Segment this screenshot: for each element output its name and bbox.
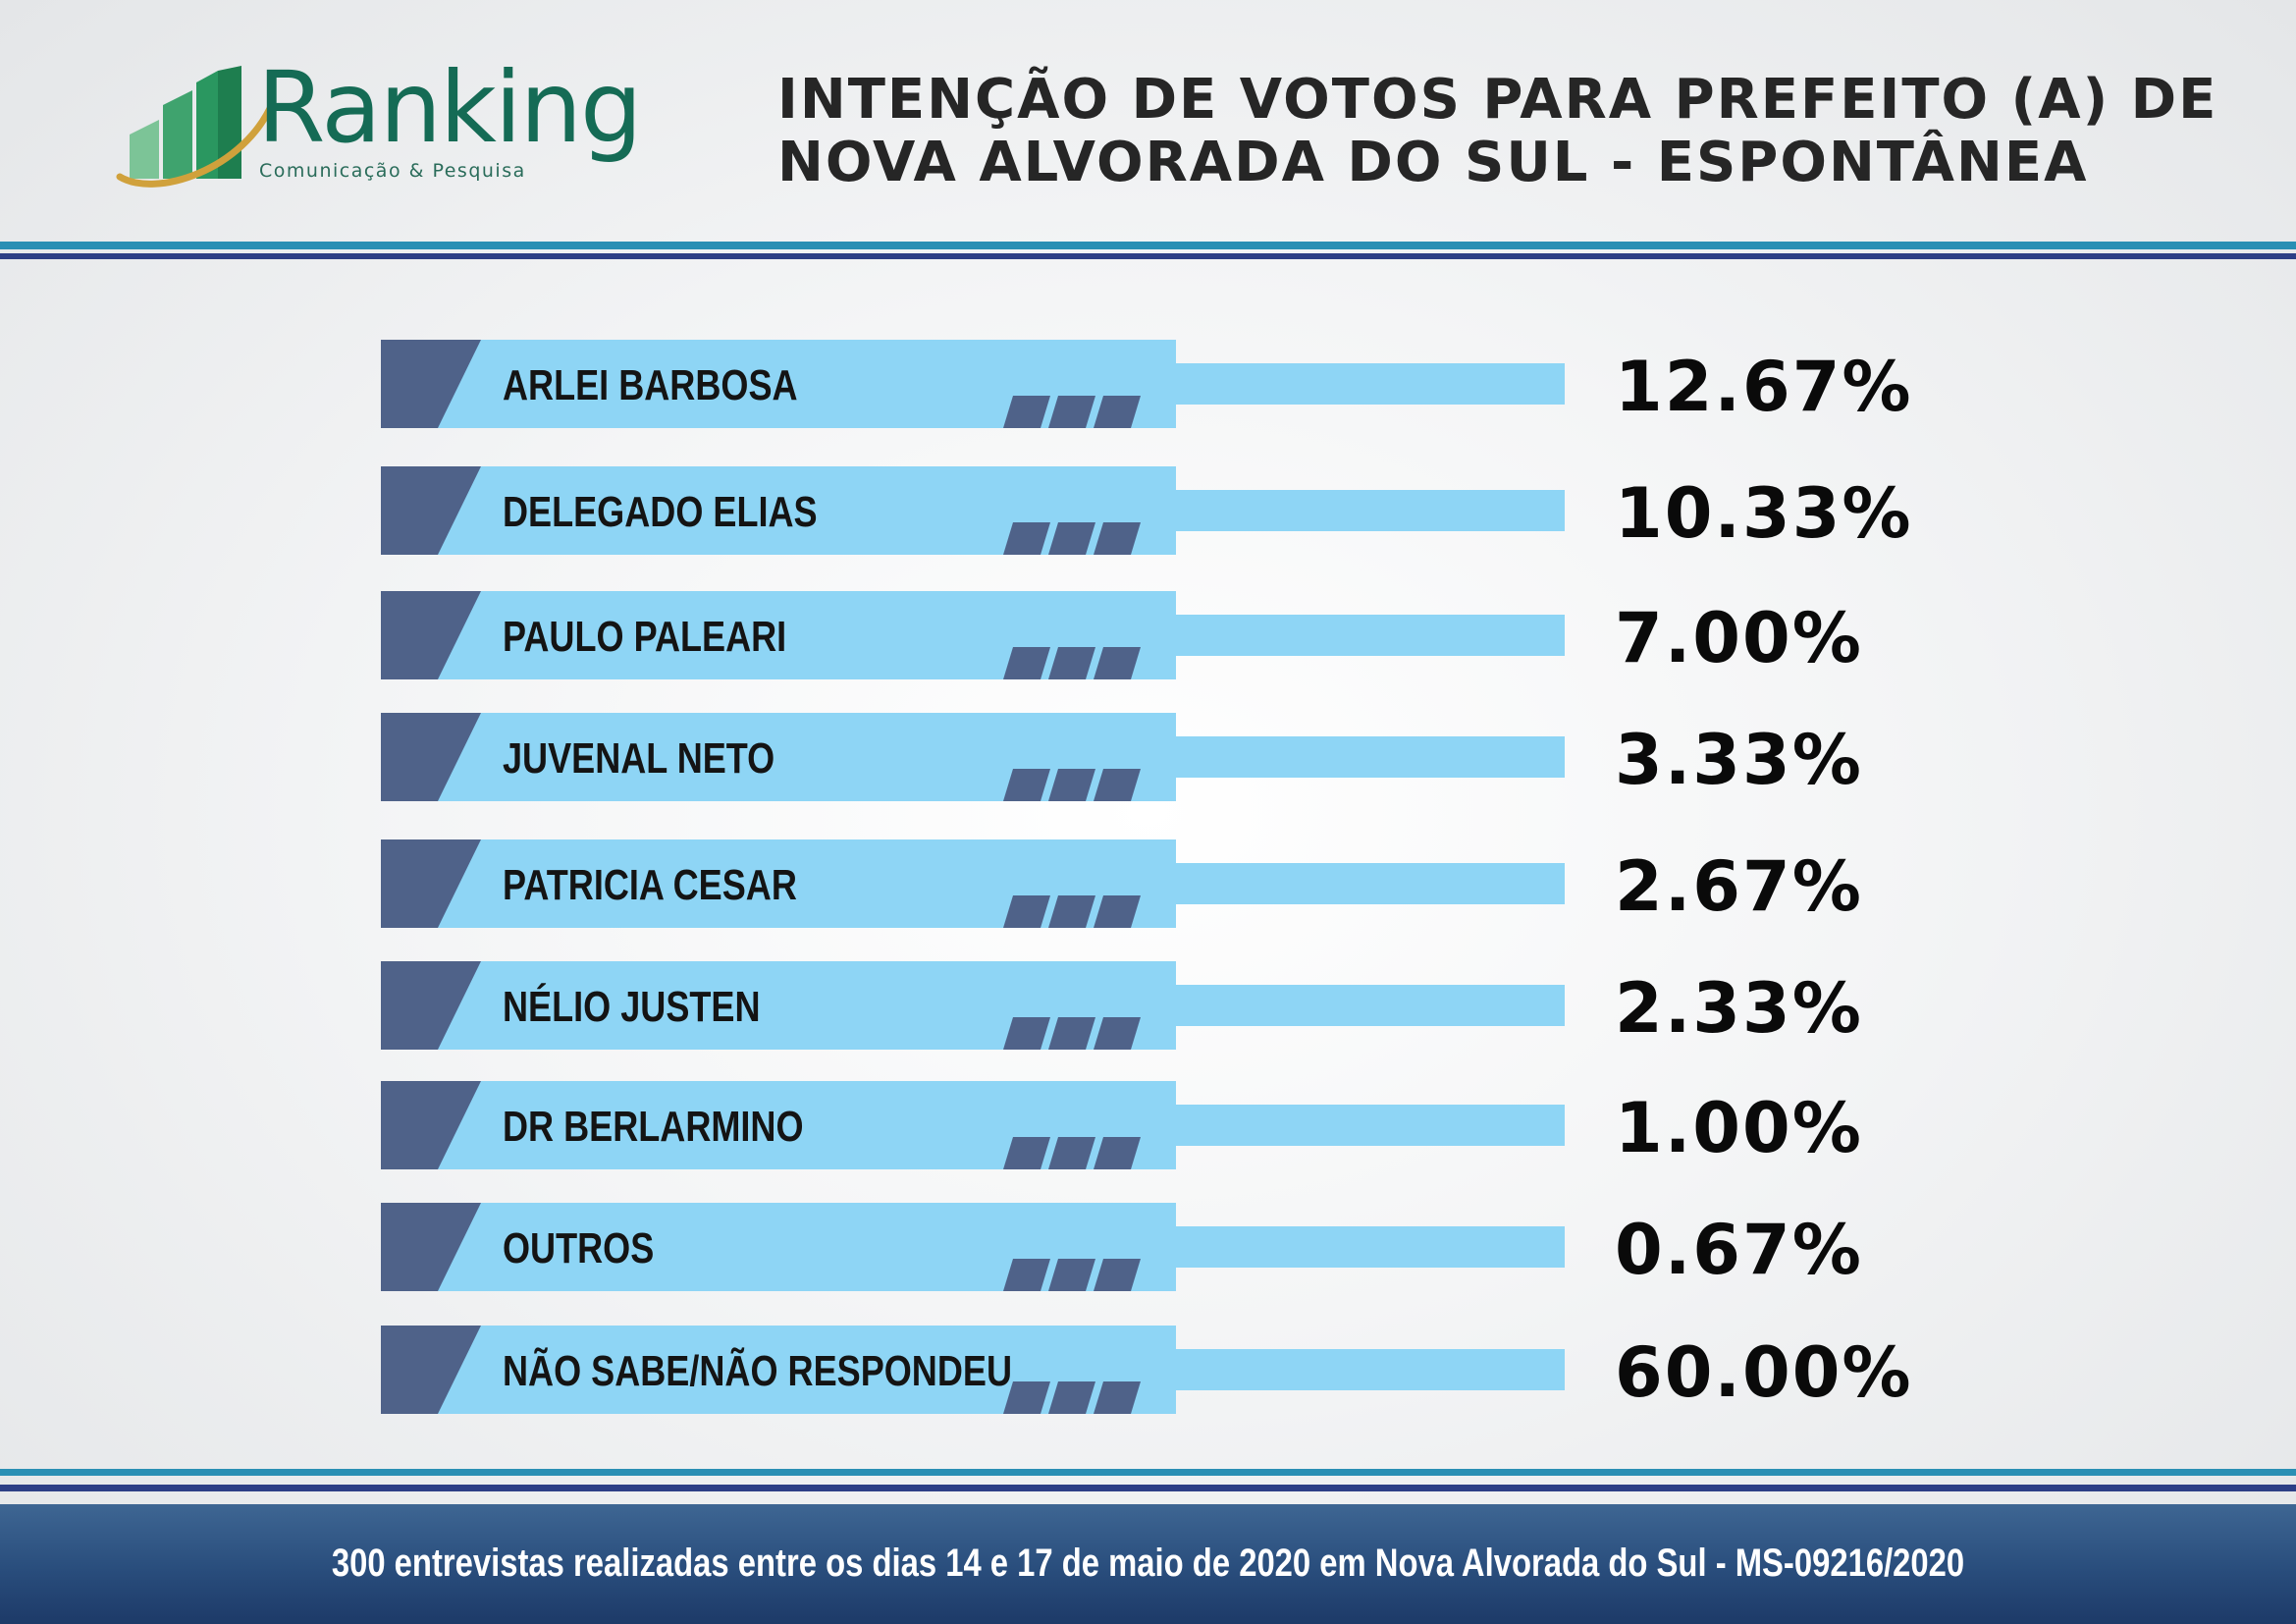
row-stripe-icon	[1003, 522, 1050, 555]
chart-row: PAULO PALEARI 7.00%	[381, 591, 1863, 679]
candidate-label: NÉLIO JUSTEN	[503, 983, 761, 1031]
chart-row: PATRICIA CESAR 2.67%	[381, 839, 1863, 928]
row-stripe-icon	[1094, 895, 1141, 928]
row-bar-extension	[1174, 1226, 1565, 1268]
value-label: 60.00%	[1615, 1332, 1913, 1413]
candidate-label: ARLEI BARBOSA	[503, 361, 798, 409]
top-separator-navy	[0, 253, 2296, 259]
value-label: 0.67%	[1615, 1210, 1863, 1290]
row-stripe-icon	[1003, 1259, 1050, 1291]
row-stripe-icon	[1094, 1137, 1141, 1169]
bottom-separator-navy	[0, 1485, 2296, 1491]
chart-row: NÉLIO JUSTEN 2.33%	[381, 961, 1863, 1050]
row-stripe-icon	[1048, 1381, 1095, 1414]
row-stripe-icon	[1003, 895, 1050, 928]
chart-row: OUTROS 0.67%	[381, 1203, 1863, 1291]
row-bar-extension	[1174, 490, 1565, 531]
row-stripe-icon	[1003, 1137, 1050, 1169]
logo-tagline: Comunicação & Pesquisa	[259, 160, 526, 182]
row-stripe-icon	[1048, 769, 1095, 801]
row-stripe-icon	[1048, 522, 1095, 555]
row-tab-icon	[381, 961, 481, 1050]
row-stripe-icon	[1048, 1137, 1095, 1169]
row-bar-extension	[1174, 615, 1565, 656]
row-bar-extension	[1174, 736, 1565, 778]
row-bar-extension	[1174, 363, 1565, 405]
candidate-label: DR BERLARMINO	[503, 1103, 804, 1151]
row-stripe-icon	[1094, 1259, 1141, 1291]
bottom-separator-teal	[0, 1469, 2296, 1476]
value-label: 7.00%	[1615, 598, 1863, 678]
row-stripe-icon	[1048, 895, 1095, 928]
row-stripe-icon	[1003, 1017, 1050, 1050]
row-stripe-icon	[1094, 1017, 1141, 1050]
row-tab-icon	[381, 466, 481, 555]
value-label: 12.67%	[1615, 347, 1913, 427]
value-label: 10.33%	[1615, 473, 1913, 554]
row-bar-extension	[1174, 1105, 1565, 1146]
footer-note: 300 entrevistas realizadas entre os dias…	[331, 1542, 1965, 1585]
row-stripe-icon	[1048, 1259, 1095, 1291]
row-stripe-icon	[1094, 769, 1141, 801]
row-tab-icon	[381, 1203, 481, 1291]
footer-band	[0, 1504, 2296, 1624]
chart-row: JUVENAL NETO 3.33%	[381, 713, 1863, 801]
row-tab-icon	[381, 1081, 481, 1169]
page-title: INTENÇÃO DE VOTOS PARA PREFEITO (A) DE N…	[777, 68, 2218, 194]
row-stripe-icon	[1003, 769, 1050, 801]
row-stripe-icon	[1003, 647, 1050, 679]
row-stripe-icon	[1003, 1381, 1050, 1414]
top-separator-teal	[0, 242, 2296, 249]
value-label: 2.33%	[1615, 968, 1863, 1049]
row-stripe-icon	[1094, 396, 1141, 428]
chart-row: ARLEI BARBOSA 12.67%	[381, 340, 1913, 428]
row-bar-extension	[1174, 863, 1565, 904]
value-label: 3.33%	[1615, 720, 1863, 800]
chart-row: DR BERLARMINO 1.00%	[381, 1081, 1863, 1169]
logo-name: Ranking	[257, 50, 642, 165]
row-stripe-icon	[1094, 647, 1141, 679]
candidate-label: JUVENAL NETO	[503, 734, 774, 783]
row-stripe-icon	[1094, 1381, 1141, 1414]
row-tab-icon	[381, 1326, 481, 1414]
chart-row: NÃO SABE/NÃO RESPONDEU 60.00%	[381, 1326, 1913, 1414]
row-stripe-icon	[1048, 396, 1095, 428]
row-tab-icon	[381, 839, 481, 928]
row-tab-icon	[381, 591, 481, 679]
candidate-label: DELEGADO ELIAS	[503, 488, 818, 536]
candidate-label: NÃO SABE/NÃO RESPONDEU	[503, 1346, 1012, 1395]
row-tab-icon	[381, 713, 481, 801]
value-label: 1.00%	[1615, 1088, 1863, 1168]
row-stripe-icon	[1094, 522, 1141, 555]
logo-bars-icon	[116, 66, 277, 188]
ranking-logo	[116, 66, 277, 188]
candidate-label: OUTROS	[503, 1224, 654, 1272]
candidate-label: PATRICIA CESAR	[503, 861, 797, 909]
row-stripe-icon	[1048, 647, 1095, 679]
row-bar-extension	[1174, 985, 1565, 1026]
row-tab-icon	[381, 340, 481, 428]
chart-row: DELEGADO ELIAS 10.33%	[381, 466, 1913, 555]
row-stripe-icon	[1003, 396, 1050, 428]
candidate-label: PAULO PALEARI	[503, 613, 786, 661]
row-bar-extension	[1174, 1349, 1565, 1390]
value-label: 2.67%	[1615, 846, 1863, 927]
row-stripe-icon	[1048, 1017, 1095, 1050]
